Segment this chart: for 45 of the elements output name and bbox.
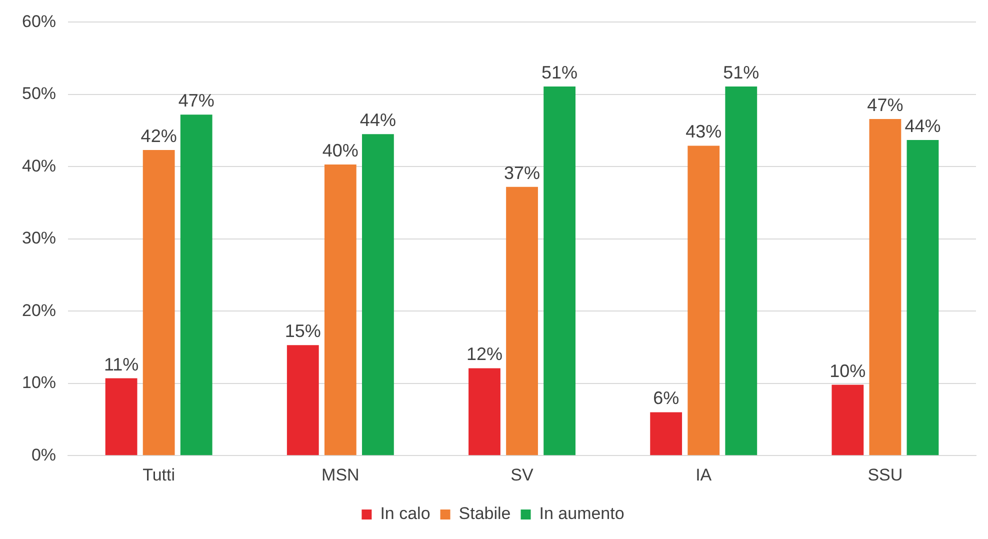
y-tick-label: 60% xyxy=(22,12,56,31)
data-label: 37% xyxy=(504,162,540,183)
bar xyxy=(468,368,500,456)
x-tick-label: Tutti xyxy=(142,465,176,484)
bar xyxy=(869,118,902,456)
y-tick-label: 30% xyxy=(22,228,56,248)
bar xyxy=(324,164,356,456)
bar xyxy=(142,150,175,456)
data-label: 44% xyxy=(360,110,396,130)
data-label: 15% xyxy=(284,321,321,342)
data-label: 40% xyxy=(322,140,358,160)
y-tick-label: 0% xyxy=(31,445,56,464)
bar xyxy=(105,378,138,456)
bar xyxy=(688,146,720,456)
y-tick-label: 40% xyxy=(22,156,56,176)
legend-label: In aumento xyxy=(539,504,624,524)
x-tick-label: SSU xyxy=(868,465,903,484)
y-tick-label: 50% xyxy=(22,84,56,104)
bar xyxy=(650,412,682,456)
data-label: 10% xyxy=(830,360,866,381)
x-tick-label: IA xyxy=(696,465,712,484)
data-label: 51% xyxy=(542,62,578,82)
data-label: 43% xyxy=(686,122,722,142)
x-tick-label: MSN xyxy=(322,465,360,484)
bar xyxy=(286,345,319,456)
bar xyxy=(506,186,538,456)
data-label: 6% xyxy=(653,388,680,408)
bar xyxy=(180,114,212,456)
bar xyxy=(832,384,864,456)
data-label: 12% xyxy=(466,344,502,364)
legend-label: In calo xyxy=(380,504,430,524)
legend-label: Stabile xyxy=(458,504,511,524)
bar xyxy=(362,134,394,456)
x-tick-label: SV xyxy=(510,465,534,484)
data-label: 51% xyxy=(723,62,760,82)
y-tick-label: 20% xyxy=(22,300,56,320)
data-label: 42% xyxy=(140,126,177,146)
bar xyxy=(544,86,576,456)
data-label: 11% xyxy=(104,354,139,374)
y-tick-label: 10% xyxy=(22,373,56,392)
data-label: 44% xyxy=(904,116,941,136)
bar xyxy=(906,140,939,456)
bar xyxy=(725,86,758,456)
data-label: 47% xyxy=(178,90,214,111)
data-label: 47% xyxy=(867,94,904,115)
